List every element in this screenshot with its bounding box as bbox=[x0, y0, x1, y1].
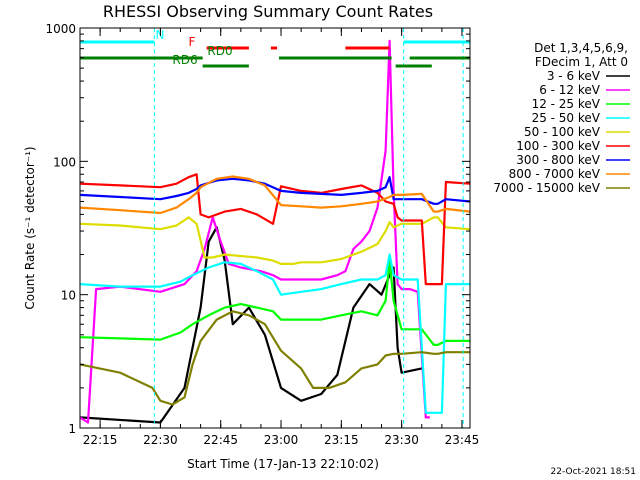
legend-label-4: 50 - 100 keV bbox=[524, 125, 601, 139]
legend-label-6: 300 - 800 keV bbox=[516, 153, 600, 167]
y-tick-label-3: 1000 bbox=[45, 22, 76, 36]
x-tick-label-3: 23:00 bbox=[264, 433, 299, 447]
legend-label-5: 100 - 300 keV bbox=[516, 139, 600, 153]
flag-layer: NFRD0RD6 bbox=[80, 28, 470, 68]
series-line-8 bbox=[79, 310, 470, 406]
series-line-1 bbox=[79, 39, 430, 424]
y-tick-label-0: 1 bbox=[68, 422, 76, 436]
series-line-6 bbox=[79, 176, 471, 205]
y-tick-label-2: 100 bbox=[53, 155, 76, 169]
legend-label-3: 25 - 50 keV bbox=[532, 111, 601, 125]
series-line-7 bbox=[79, 175, 471, 215]
x-tick-label-6: 23:45 bbox=[445, 433, 480, 447]
legend-label-7: 800 - 7000 keV bbox=[509, 167, 601, 181]
series-layer bbox=[79, 39, 471, 424]
y-tick-label-1: 10 bbox=[61, 289, 76, 303]
footer-date: 22-Oct-2021 18:51 bbox=[551, 467, 636, 477]
legend-header-detectors: Det 1,3,4,5,6,9, bbox=[534, 41, 628, 55]
marker-layer bbox=[153, 28, 464, 428]
x-axis-label: Start Time (17-Jan-13 22:10:02) bbox=[187, 457, 379, 471]
series-line-5 bbox=[79, 173, 471, 286]
x-tick-label-5: 23:30 bbox=[384, 433, 419, 447]
x-tick-label-1: 22:30 bbox=[143, 433, 178, 447]
y-axis: 1 10 100 1000 bbox=[45, 22, 470, 436]
legend-label-2: 12 - 25 keV bbox=[532, 97, 601, 111]
legend: Det 1,3,4,5,6,9, FDecim 1, Att 0 3 - 6 k… bbox=[493, 41, 630, 195]
series-line-4 bbox=[79, 216, 471, 265]
y-axis-label: Count Rate (s⁻¹ detector⁻¹) bbox=[23, 146, 37, 309]
legend-label-0: 3 - 6 keV bbox=[547, 69, 601, 83]
series-line-3 bbox=[79, 253, 470, 414]
legend-header-decimation: FDecim 1, Att 0 bbox=[535, 55, 628, 69]
x-tick-label-4: 23:15 bbox=[324, 433, 359, 447]
flag-label-rd6: RD6 bbox=[172, 53, 197, 67]
x-axis: 22:15 22:30 22:45 23:00 23:15 23:30 23:45 bbox=[79, 28, 480, 447]
flag-label-rd0: RD0 bbox=[207, 44, 232, 58]
flag-label-f: F bbox=[189, 35, 196, 49]
series-line-2 bbox=[79, 259, 470, 346]
x-tick-label-0: 22:15 bbox=[83, 433, 118, 447]
chart-title: RHESSI Observing Summary Count Rates bbox=[103, 2, 433, 21]
plot-frame bbox=[79, 27, 471, 429]
legend-label-1: 6 - 12 keV bbox=[539, 83, 601, 97]
legend-label-8: 7000 - 15000 keV bbox=[493, 181, 600, 195]
x-tick-label-2: 22:45 bbox=[203, 433, 238, 447]
